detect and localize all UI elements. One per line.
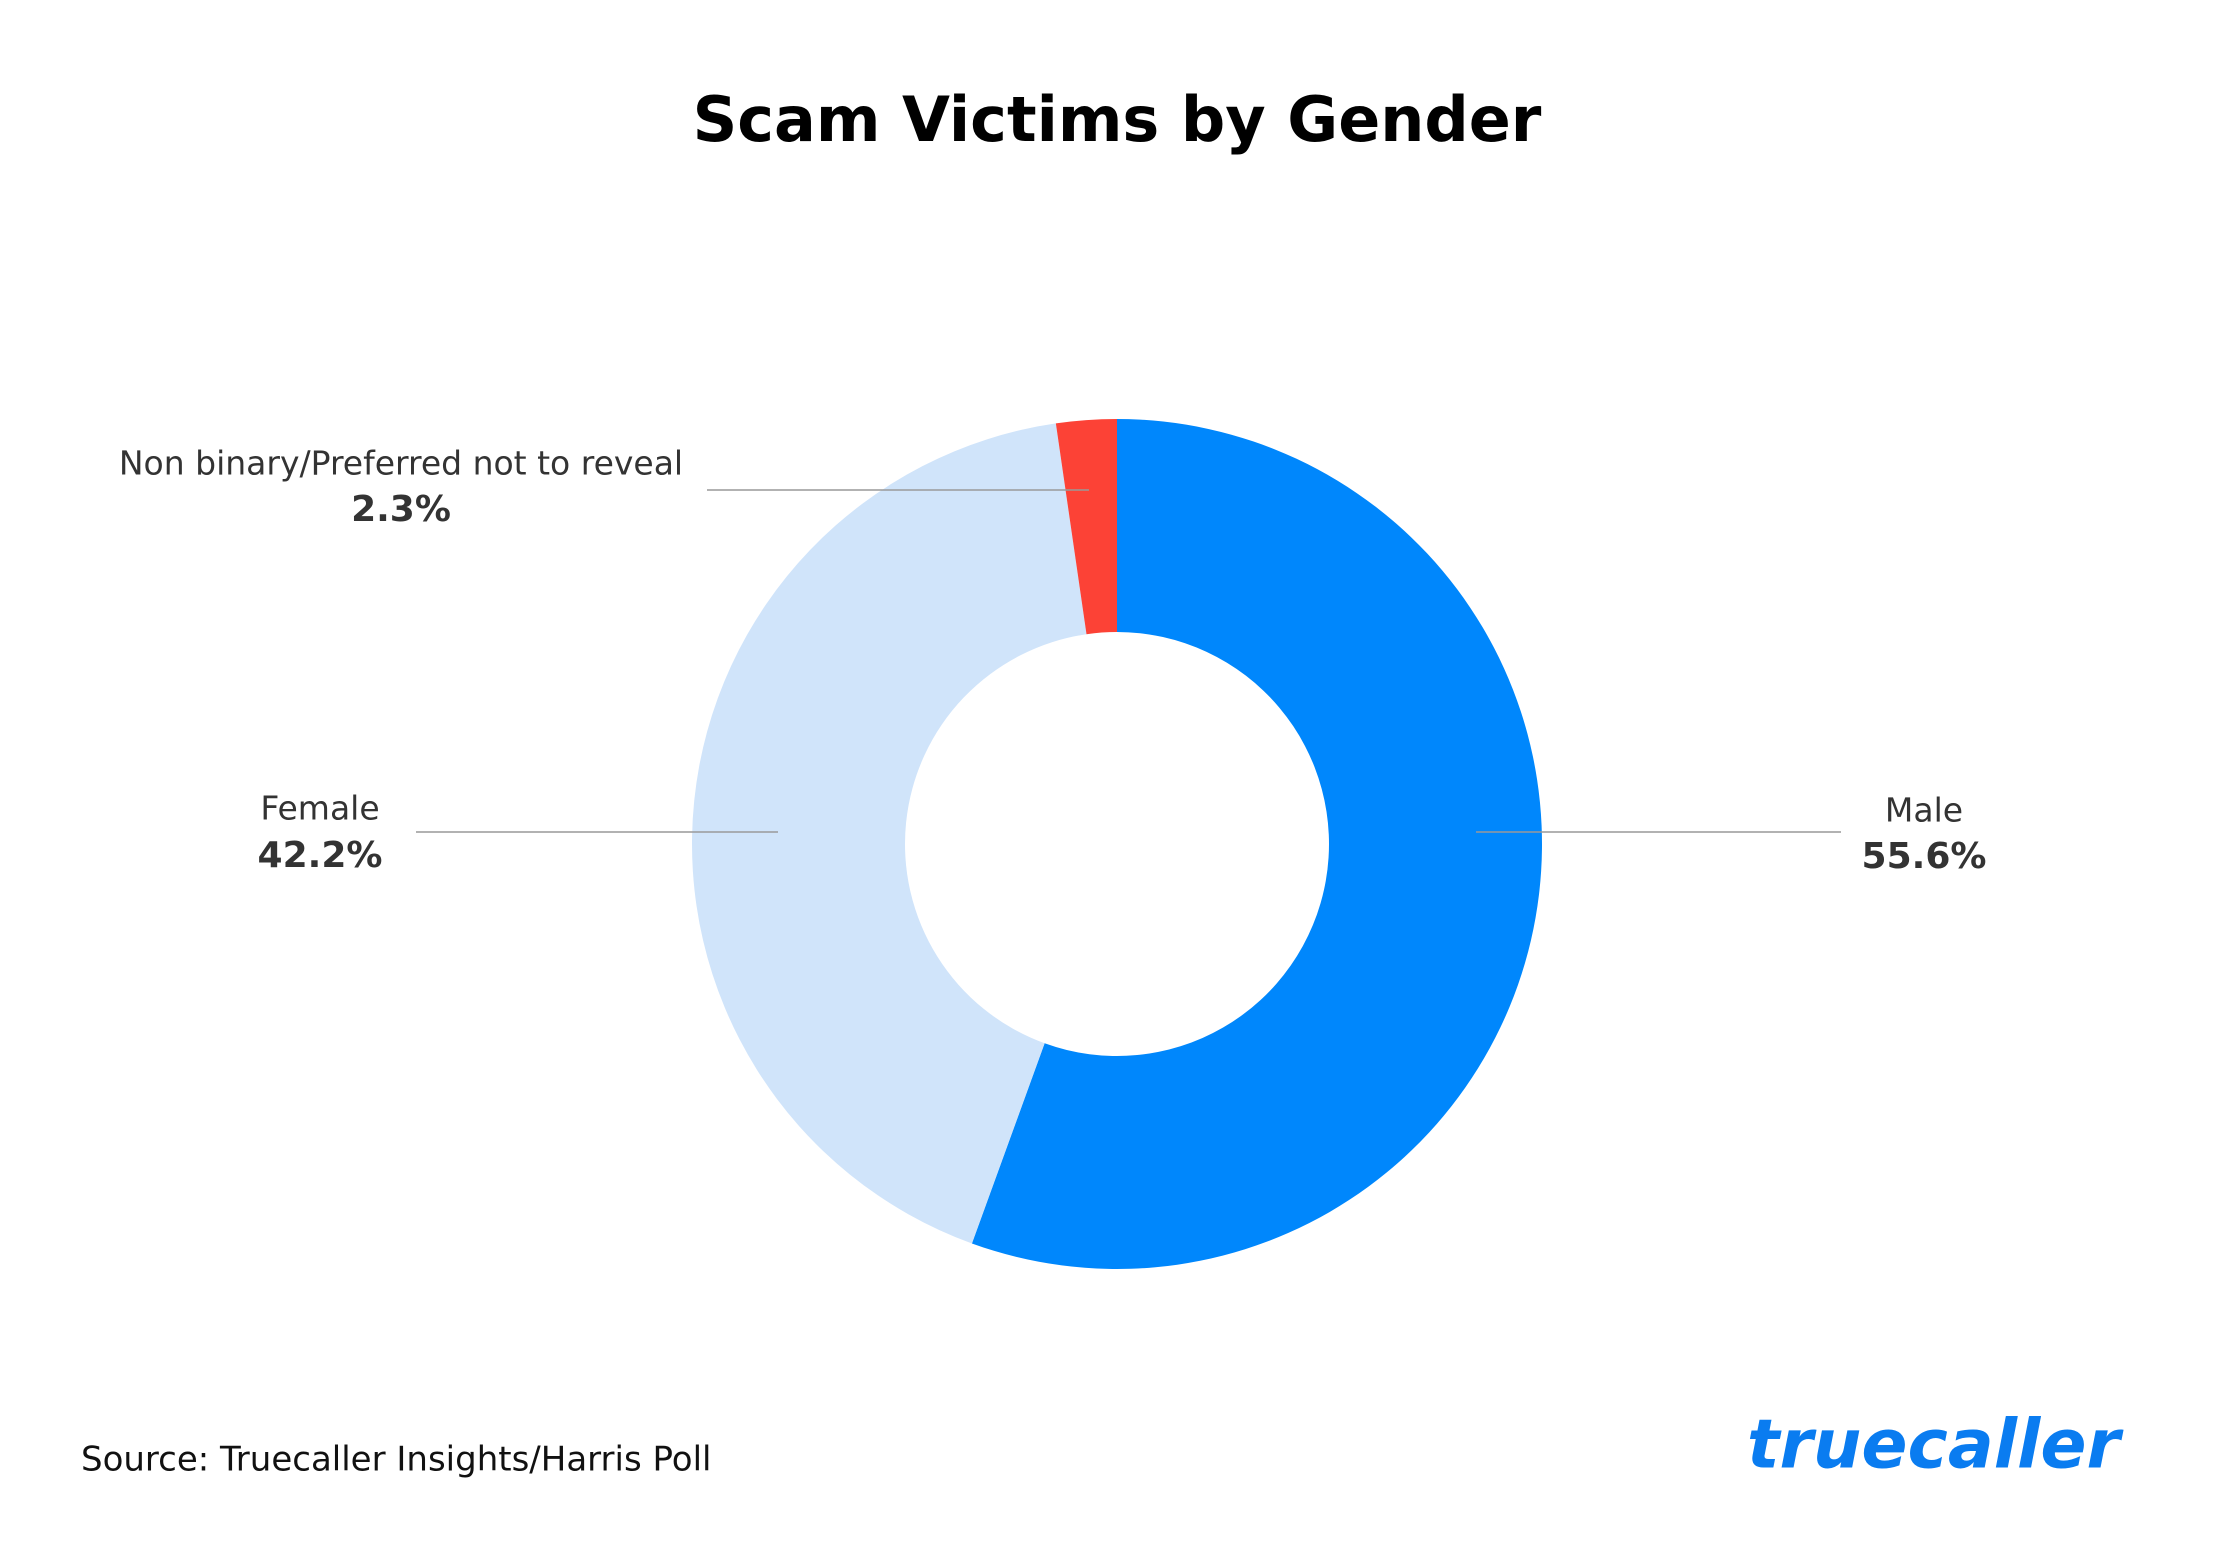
value-label: 2.3%	[351, 489, 451, 530]
value-label: 55.6%	[1862, 836, 1987, 877]
value-label: 42.2%	[258, 835, 383, 876]
slice-label: Female	[260, 789, 379, 828]
logo: truecaller	[1747, 1406, 2125, 1485]
donut-slice	[971, 419, 1542, 1269]
source-note: Source: Truecaller Insights/Harris Poll	[81, 1440, 711, 1480]
slice-label: Male	[1885, 791, 1963, 830]
donut-slice	[1055, 419, 1117, 635]
slice-label: Non binary/Preferred not to reveal	[119, 444, 683, 483]
chart-title: Scam Victims by Gender	[693, 83, 1542, 156]
donut-slice	[692, 423, 1087, 1244]
